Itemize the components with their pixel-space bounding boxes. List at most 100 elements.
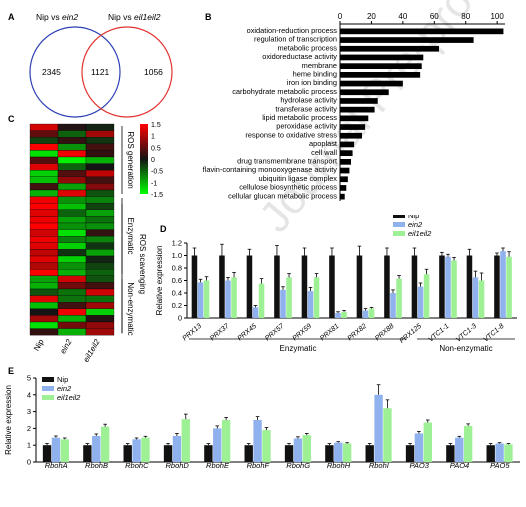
heatmap-cell: [85, 288, 115, 296]
chart-b-bar: [340, 98, 378, 104]
bar-ein2: [500, 251, 506, 318]
panel-label-e: E: [8, 366, 15, 376]
legend-label: Nip: [408, 215, 419, 220]
heatmap-cell: [57, 163, 87, 171]
chart-b-category-label: transferase activity: [275, 104, 337, 113]
bar-eil1eil2: [60, 439, 69, 462]
category-label: PAO3: [409, 461, 429, 470]
chart-d-ros-scavenging: 0 0.2 0.4 0.6 0.8 1.0 1.2 Relative expression PR…: [155, 215, 517, 353]
bar-ein2: [197, 282, 204, 318]
heatmap-cell: [29, 315, 59, 323]
bar-Nip: [411, 255, 418, 318]
category-label: PRX81: [319, 323, 341, 343]
heatmap-group-label: ROS scavenging: [138, 234, 147, 294]
heatmap-cell: [29, 321, 59, 329]
heatmap-cell: [29, 196, 59, 204]
bar-Nip: [244, 445, 253, 462]
heatmap-cell: [57, 209, 87, 217]
chart-b-category-label: hydrolase activity: [280, 96, 337, 105]
heatmap-cell: [57, 242, 87, 250]
chart-b-bar: [340, 63, 422, 69]
category-label: RbohB: [85, 461, 108, 470]
chart-b-bar: [340, 159, 351, 165]
group-label-non-enzymatic: Non-enzymatic: [439, 344, 492, 353]
bar-Nip: [163, 445, 173, 462]
heatmap-cell: [29, 236, 59, 243]
chart-b-category-label: lipid metabolic process: [262, 113, 337, 122]
chart-b-category-label: cellulose biosynthetic process: [239, 183, 337, 192]
bar-eil1eil2: [141, 437, 150, 462]
heatmap-cell: [85, 203, 115, 210]
bar-ein2: [293, 438, 303, 462]
heatmap-cell: [57, 321, 87, 329]
legend-label: Nip: [57, 375, 68, 384]
chart-b-bar: [340, 193, 345, 200]
heatmap-cell: [57, 123, 87, 131]
heatmap-cell: [29, 163, 59, 171]
heatmap-cell: [29, 156, 59, 164]
heatmap-cell: [57, 236, 87, 243]
heatmap-cell: [85, 216, 115, 224]
bar-Nip: [486, 445, 495, 462]
bar-eil1eil2: [396, 278, 402, 318]
bar-ein2: [495, 443, 504, 462]
chart-b-bar: [340, 54, 424, 61]
legend-label: eil1eil2: [408, 229, 432, 238]
heatmap-cell: [85, 143, 115, 151]
bar-eil1eil2: [451, 260, 457, 318]
bar-eil1eil2: [262, 430, 271, 462]
chart-b-bar: [340, 141, 355, 148]
heatmap-cell: [29, 143, 59, 151]
heatmap-cell: [29, 123, 59, 131]
heatmap-cell: [57, 176, 87, 184]
heatmap-cell: [29, 255, 59, 263]
bar-eil1eil2: [423, 274, 430, 318]
legend-swatch: [393, 215, 405, 218]
ytick-label: 1.2: [172, 239, 182, 248]
bar-ein2: [307, 291, 314, 318]
heatmap-cell: [85, 130, 115, 138]
panel-label-c: C: [8, 114, 15, 124]
bar-ein2: [132, 439, 141, 462]
chart-b-bar: [340, 89, 389, 96]
bar-eil1eil2: [181, 419, 190, 462]
heatmap-cell: [85, 189, 115, 197]
legend-label: ein2: [408, 220, 423, 229]
bar-ein2: [335, 313, 341, 318]
heatmap-cell: [57, 282, 87, 290]
chart-b-bar: [340, 106, 375, 113]
bar-ein2: [374, 394, 383, 462]
heatmap-cell: [57, 203, 87, 210]
ytick-label: 5: [27, 374, 31, 383]
venn-right-count: 1056: [144, 67, 163, 77]
heatmap-cell: [29, 288, 59, 296]
bar-Nip: [494, 255, 500, 318]
venn-left-count: 2345: [42, 67, 61, 77]
category-label: VTC1-3: [455, 323, 478, 344]
heatmap-cell: [29, 222, 59, 230]
heatmap-cell: [85, 236, 115, 243]
category-label: RbohA: [45, 461, 68, 470]
bar-eil1eil2: [423, 422, 432, 462]
heatmap-cell: [57, 170, 87, 177]
heatmap-cell: [29, 203, 59, 210]
chart-b-bar: [340, 167, 350, 174]
heatmap-cell: [85, 302, 115, 309]
heatmap-cell: [57, 189, 87, 197]
heatmap-cell: [57, 150, 87, 158]
chart-b-category-label: peroxidase activity: [276, 122, 337, 131]
chart-b-category-label: cell wall: [311, 148, 337, 157]
heatmap-cell: [57, 255, 87, 263]
category-label: PRX88: [374, 323, 396, 343]
chart-b-xtick-label: 40: [398, 12, 407, 21]
heatmap-cell: [85, 183, 115, 191]
heatmap-cell: [57, 262, 87, 270]
heatmap-cell: [85, 222, 115, 230]
legend-swatch: [393, 231, 405, 236]
bar-eil1eil2: [313, 277, 320, 318]
heatmap-cell: [29, 302, 59, 309]
heatmap-cell: [29, 170, 59, 177]
bar-Nip: [446, 445, 455, 462]
heatmap-cell: [85, 196, 115, 204]
heatmap-cell: [29, 150, 59, 158]
